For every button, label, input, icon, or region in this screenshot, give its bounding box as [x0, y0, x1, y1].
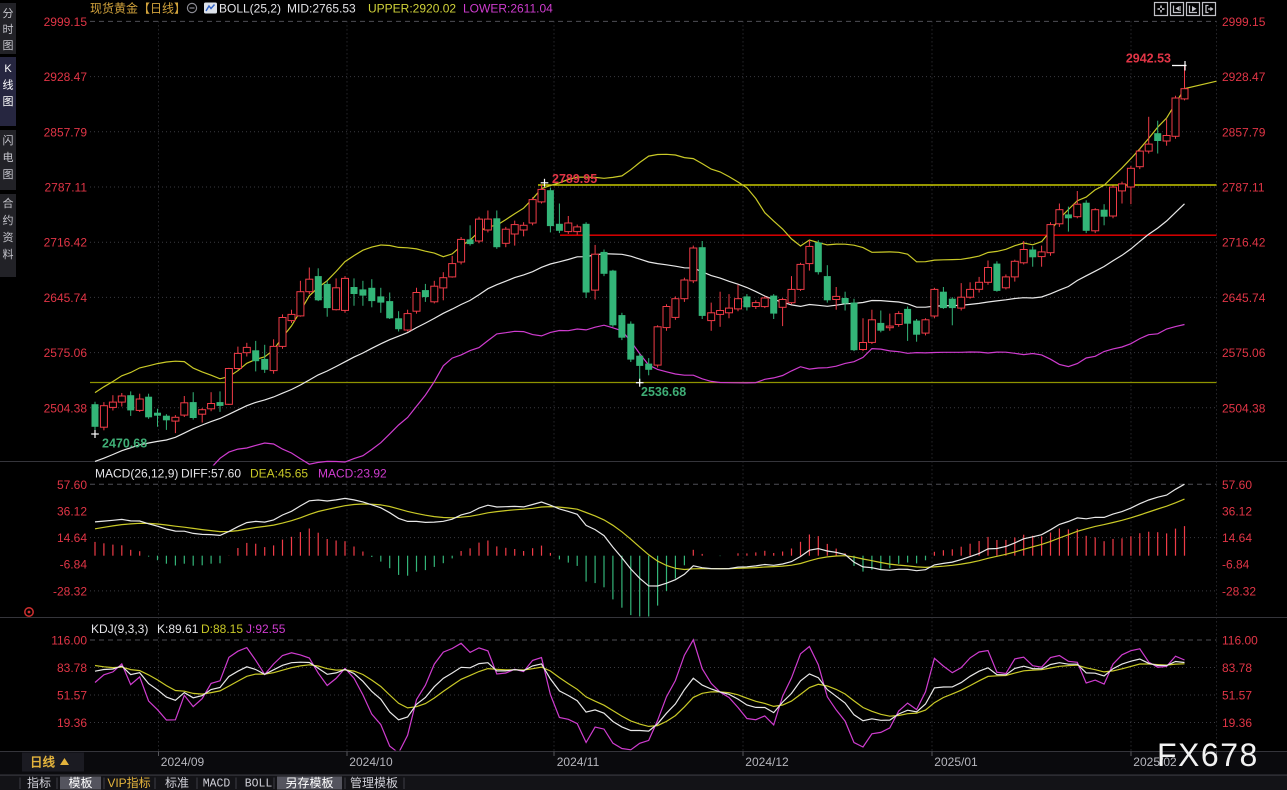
svg-text:2787.11: 2787.11	[45, 181, 88, 195]
svg-text:分: 分	[3, 7, 14, 20]
svg-text:J:92.55: J:92.55	[246, 622, 286, 636]
svg-text:2024/10: 2024/10	[349, 755, 393, 769]
svg-text:线: 线	[3, 78, 14, 92]
svg-text:UPPER:2920.02: UPPER:2920.02	[368, 2, 456, 16]
svg-text:83.78: 83.78	[1222, 661, 1252, 675]
svg-text:2857.79: 2857.79	[44, 125, 88, 139]
svg-text:2024/09: 2024/09	[161, 755, 205, 769]
svg-text:-6.84: -6.84	[60, 558, 88, 572]
svg-text:日线: 日线	[30, 755, 56, 770]
svg-text:57.60: 57.60	[1222, 478, 1252, 492]
svg-text:36.12: 36.12	[1222, 504, 1252, 518]
svg-text:2857.79: 2857.79	[1222, 125, 1266, 139]
svg-text:指标: 指标	[27, 775, 51, 790]
svg-text:模板: 模板	[68, 776, 92, 790]
svg-text:MACD:23.92: MACD:23.92	[318, 467, 387, 481]
svg-text:19.36: 19.36	[57, 716, 87, 730]
svg-text:标准: 标准	[165, 776, 189, 790]
svg-text:116.00: 116.00	[1222, 634, 1258, 648]
svg-text:图: 图	[3, 168, 14, 181]
svg-text:资: 资	[3, 231, 14, 244]
svg-text:BOLL(25,2): BOLL(25,2)	[219, 2, 281, 16]
svg-text:电: 电	[3, 151, 14, 164]
svg-text:116.00: 116.00	[51, 634, 87, 648]
svg-text:2716.42: 2716.42	[44, 236, 88, 250]
svg-text:料: 料	[3, 247, 14, 261]
svg-text:另存模板: 另存模板	[285, 776, 333, 790]
svg-text:FX678: FX678	[1157, 737, 1259, 773]
svg-text:57.60: 57.60	[57, 478, 87, 492]
svg-text:合: 合	[3, 196, 14, 210]
svg-text:LOWER:2611.04: LOWER:2611.04	[463, 2, 553, 16]
svg-text:2575.06: 2575.06	[1222, 346, 1266, 360]
svg-text:2025/01: 2025/01	[934, 755, 978, 769]
svg-text:图: 图	[3, 39, 14, 52]
svg-text:BOLL: BOLL	[245, 778, 273, 790]
svg-text:2928.47: 2928.47	[44, 70, 88, 84]
svg-text:2024/12: 2024/12	[745, 755, 789, 769]
svg-text:2928.47: 2928.47	[1222, 70, 1266, 84]
svg-text:2789.95: 2789.95	[552, 172, 597, 186]
svg-text:2645.74: 2645.74	[44, 291, 88, 305]
svg-text:KDJ(9,3,3): KDJ(9,3,3)	[91, 622, 148, 636]
svg-text:管理模板: 管理模板	[350, 775, 398, 790]
svg-text:2470.68: 2470.68	[102, 437, 147, 451]
svg-text:51.57: 51.57	[57, 689, 87, 703]
svg-text:-6.84: -6.84	[1222, 558, 1250, 572]
svg-text:-28.32: -28.32	[53, 584, 87, 598]
svg-text:14.64: 14.64	[1222, 531, 1252, 545]
svg-text:2787.11: 2787.11	[1222, 181, 1265, 195]
svg-text:约: 约	[3, 214, 14, 227]
svg-text:图: 图	[3, 95, 14, 108]
svg-text:2024/11: 2024/11	[557, 755, 600, 769]
svg-text:时: 时	[3, 23, 14, 36]
svg-text:现货黄金【日线】: 现货黄金【日线】	[90, 1, 186, 16]
svg-text:2025/02: 2025/02	[1133, 755, 1177, 769]
svg-text:MACD(26,12,9): MACD(26,12,9)	[95, 467, 178, 481]
svg-text:19.36: 19.36	[1222, 716, 1252, 730]
svg-text:14.64: 14.64	[57, 531, 87, 545]
svg-text:2575.06: 2575.06	[44, 346, 88, 360]
svg-text:DIFF:57.60: DIFF:57.60	[181, 467, 241, 481]
svg-text:2504.38: 2504.38	[1222, 401, 1266, 415]
svg-text:D:88.15: D:88.15	[201, 622, 243, 636]
svg-text:2645.74: 2645.74	[1222, 291, 1266, 305]
svg-text:MID:2765.53: MID:2765.53	[287, 2, 356, 16]
svg-text:36.12: 36.12	[57, 504, 87, 518]
svg-text:2536.68: 2536.68	[641, 385, 686, 399]
svg-text:2942.53: 2942.53	[1126, 52, 1171, 66]
svg-text:2999.15: 2999.15	[1222, 15, 1266, 29]
svg-text:51.57: 51.57	[1222, 689, 1252, 703]
svg-text:2716.42: 2716.42	[1222, 236, 1266, 250]
svg-text:K: K	[4, 63, 12, 75]
svg-text:2999.15: 2999.15	[44, 15, 88, 29]
svg-text:DEA:45.65: DEA:45.65	[250, 467, 308, 481]
svg-text:2504.38: 2504.38	[44, 401, 88, 415]
svg-text:-28.32: -28.32	[1222, 584, 1256, 598]
svg-text:闪: 闪	[3, 133, 14, 147]
svg-text:83.78: 83.78	[57, 661, 87, 675]
svg-text:VIP指标: VIP指标	[107, 775, 150, 790]
svg-text:MACD: MACD	[203, 778, 231, 790]
svg-text:K:89.61: K:89.61	[157, 622, 199, 636]
